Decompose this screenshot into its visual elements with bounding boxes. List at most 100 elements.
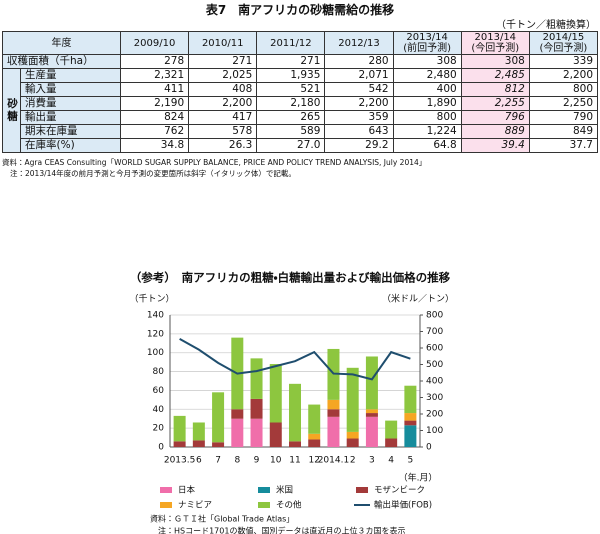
bar-segment <box>212 392 225 443</box>
supply-table: 年度 2009/10 2010/11 2011/12 2012/13 2013/14 (前回… <box>2 31 599 153</box>
y-tick-label: 60 <box>153 386 165 396</box>
header-cell: 2010/11 <box>188 31 258 55</box>
header-cell: 2009/10 <box>119 31 190 55</box>
x-axis-label: （年.月） <box>399 472 438 484</box>
bar-segment <box>231 409 244 419</box>
bar-segment <box>327 416 340 447</box>
table-cell: 800 <box>392 110 462 125</box>
chart-source: 資料：ＧＴＩ社「Global Trade Atlas」 <box>150 514 294 524</box>
x-tick-label: 10 <box>270 456 282 466</box>
y-tick-label: 120 <box>147 329 164 339</box>
header-text: 2013/14 <box>406 32 448 43</box>
bar-segment <box>365 356 378 410</box>
y2-tick-label: 100 <box>426 426 443 436</box>
bar-segment <box>365 413 378 417</box>
table-cell: 2,200 <box>188 96 258 111</box>
y-tick-label: 80 <box>153 367 165 377</box>
table-cell: 800 <box>528 82 599 97</box>
table-unit: （千トン／粗糖換算） <box>496 20 596 31</box>
y-tick-label: 100 <box>147 348 164 358</box>
bar-segment <box>308 433 321 440</box>
chart-note: 注：HSコード1701の数値、国別データは直近月の上位３カ国を表示 <box>158 526 405 534</box>
header-text: (今回予測) <box>471 43 520 54</box>
bar-segment <box>173 415 186 442</box>
table-title: 表7 南アフリカの砂糖需給の推移 <box>205 3 395 17</box>
header-text: 年度 <box>51 37 72 49</box>
table-row: 消費量 2,190 2,200 2,180 2,200 1,890 2,255 2,250 <box>3 96 599 111</box>
y2-tick-label: 600 <box>426 344 443 354</box>
bar-segment <box>327 409 340 417</box>
y-axis-label: （千トン） <box>129 294 174 305</box>
header-text: 2012/13 <box>338 37 380 49</box>
row-label: 消費量 <box>20 96 121 111</box>
table-cell: 37.7 <box>528 138 599 153</box>
bar-segment <box>404 385 417 414</box>
header-text: (今回予測) <box>539 43 588 54</box>
bar-segment <box>346 431 359 439</box>
table-source: 資料：Agra CEAS Consulting「WORLD SUGAR SUPP… <box>2 158 427 167</box>
legend-swatch <box>356 487 368 493</box>
legend-label: ナミビア <box>178 501 212 511</box>
y-tick-label: 140 <box>147 311 164 321</box>
bar-segment <box>385 420 398 439</box>
legend-label: モザンビーク <box>374 486 425 496</box>
bar-segment <box>346 438 359 447</box>
bar-segment <box>173 441 186 447</box>
bar-segment <box>192 440 205 447</box>
x-tick-label: 9 <box>254 456 260 466</box>
bar-segment <box>385 438 398 447</box>
table-note: 注：2013/14年度の前月予測と今月予測の変更箇所は斜字（イタリック体）で記載… <box>10 169 296 178</box>
x-tick-label: 5 <box>408 456 414 466</box>
bar-segment <box>308 439 321 447</box>
x-tick-label: 2 <box>350 456 356 466</box>
legend-swatch <box>160 487 172 493</box>
header-cell: 2013/14 (前回予測) <box>392 31 462 55</box>
table-cell: 796 <box>460 110 530 125</box>
header-cell: 2013/14 (今回予測) <box>460 31 530 55</box>
table-cell: 278 <box>119 54 190 69</box>
table-cell: 2,321 <box>119 68 190 83</box>
x-tick-label: 12 <box>309 456 320 466</box>
table-cell: 29.2 <box>324 138 394 153</box>
price-line <box>179 338 411 381</box>
x-tick-label: 2013.5 <box>164 456 196 466</box>
bar-segment <box>308 404 321 434</box>
row-label: 在庫率(%) <box>20 138 121 153</box>
bar-segment <box>346 367 359 432</box>
x-tick-label: 3 <box>369 456 375 466</box>
table-cell: 521 <box>256 82 326 97</box>
bar-segment <box>231 418 244 447</box>
bar-segment <box>289 383 301 442</box>
y2-tick-label: 300 <box>426 393 443 403</box>
y-tick-label: 20 <box>153 424 165 434</box>
bar-segment <box>365 409 378 414</box>
x-tick-label: 11 <box>289 456 300 466</box>
table-row: 輸出量 824 417 265 359 800 796 790 <box>3 110 599 125</box>
y2-tick-label: 0 <box>426 443 432 453</box>
x-tick-label: 7 <box>215 456 221 466</box>
y-tick-label: 0 <box>158 443 164 453</box>
table-cell: 308 <box>460 54 530 69</box>
x-tick-label: 2014.1 <box>318 456 350 466</box>
header-text: 2010/11 <box>201 37 244 49</box>
bar-segment <box>404 425 417 447</box>
bar-segment <box>212 442 225 447</box>
bar-segment <box>250 398 263 419</box>
bar-segment <box>269 364 282 423</box>
x-tick-label: 6 <box>196 456 202 466</box>
table-cell: 812 <box>460 82 530 97</box>
bar-segment <box>250 358 263 399</box>
bar-segment <box>269 422 282 447</box>
bar-segment <box>404 413 417 421</box>
bar-segment <box>404 420 417 426</box>
x-tick-label: 8 <box>234 456 240 466</box>
table-cell: 64.8 <box>392 138 462 153</box>
y2-tick-label: 200 <box>426 410 443 420</box>
header-text: 2011/12 <box>270 37 312 49</box>
header-text: 2014/15 <box>542 32 585 43</box>
row-label: 期末在庫量 <box>20 124 121 139</box>
header-text: (前回予測) <box>403 43 452 54</box>
y2-tick-label: 800 <box>426 311 443 321</box>
legend-swatch <box>258 487 270 493</box>
